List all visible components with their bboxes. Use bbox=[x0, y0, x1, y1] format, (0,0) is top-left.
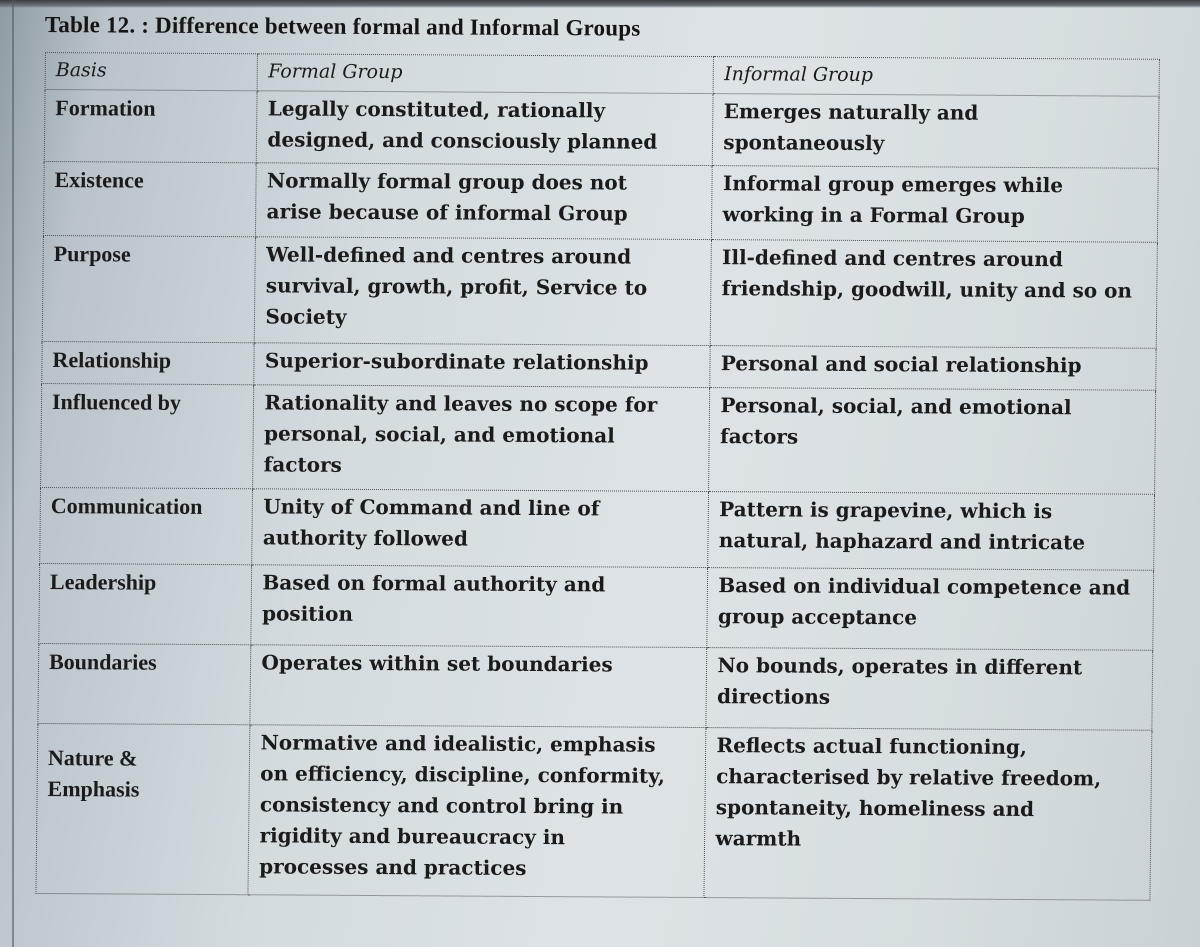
basis-cell: Existence bbox=[43, 161, 257, 237]
informal-text: Based on individual competence and group… bbox=[717, 573, 1131, 630]
basis-cell: Purpose bbox=[42, 235, 256, 343]
informal-text: Personal and social relationship bbox=[720, 351, 1082, 378]
informal-text: Personal, social, and emotional factors bbox=[719, 393, 1072, 449]
formal-cell: Legally constituted, rationally designed… bbox=[256, 90, 714, 166]
formal-text: Well-defined and centres around survival… bbox=[265, 242, 648, 329]
table-row: Purpose Well-defined and centres around … bbox=[42, 235, 1158, 349]
informal-cell: Informal group emerges while working in … bbox=[711, 165, 1159, 243]
basis-label: Purpose bbox=[53, 241, 131, 267]
informal-cell: Emerges naturally and spontaneously bbox=[712, 93, 1160, 169]
basis-label: Leadership bbox=[49, 569, 157, 595]
formal-cell: Normative and idealistic, emphasis on ef… bbox=[248, 724, 707, 898]
basis-label: Boundaries bbox=[48, 649, 157, 675]
informal-cell: Based on individual competence and group… bbox=[707, 567, 1154, 651]
formal-cell: Rationality and leaves no scope for pers… bbox=[252, 384, 711, 492]
table-row: Nature & Emphasis Normative and idealist… bbox=[35, 723, 1152, 901]
comparison-table: Basis Formal Group Informal Group Format… bbox=[35, 52, 1160, 901]
informal-text: Emerges naturally and spontaneously bbox=[723, 99, 979, 156]
table-row: Formation Legally constituted, rationall… bbox=[44, 89, 1160, 169]
basis-cell: Nature & Emphasis bbox=[35, 723, 251, 895]
informal-cell: Personal, social, and emotional factors bbox=[708, 387, 1156, 495]
formal-cell: Based on formal authority and position bbox=[251, 564, 709, 648]
basis-label: Relationship bbox=[52, 347, 172, 373]
informal-text: Reflects actual functioning, characteris… bbox=[715, 733, 1102, 851]
table-row: Communication Unity of Command and line … bbox=[39, 487, 1155, 571]
column-header-formal-group: Formal Group bbox=[257, 53, 714, 94]
table-row: Relationship Superior-subordinate relati… bbox=[41, 341, 1157, 391]
basis-cell: Boundaries bbox=[37, 643, 252, 725]
informal-text: No bounds, operates in different directi… bbox=[716, 653, 1083, 709]
column-header-basis: Basis bbox=[45, 52, 258, 91]
formal-text: Normative and idealistic, emphasis on ef… bbox=[259, 730, 666, 880]
formal-cell: Normally formal group does not arise bec… bbox=[255, 162, 713, 240]
column-header-informal-group: Informal Group bbox=[713, 56, 1160, 97]
basis-label: Nature & Emphasis bbox=[47, 745, 140, 802]
formal-cell: Well-defined and centres around survival… bbox=[254, 236, 712, 346]
informal-text: Ill-defined and centres around friendshi… bbox=[721, 245, 1133, 303]
formal-cell: Operates within set boundaries bbox=[250, 644, 708, 728]
formal-text: Unity of Command and line of authority f… bbox=[262, 494, 600, 551]
formal-cell: Superior-subordinate relationship bbox=[254, 342, 711, 388]
informal-text: Informal group emerges while working in … bbox=[722, 171, 1064, 228]
page-left-edge bbox=[12, 0, 14, 947]
informal-cell: Personal and social relationship bbox=[710, 345, 1157, 391]
basis-label: Communication bbox=[50, 493, 203, 519]
formal-cell: Unity of Command and line of authority f… bbox=[252, 488, 709, 568]
page-top-shadow bbox=[0, 0, 1200, 8]
table-row: Influenced by Rationality and leaves no … bbox=[40, 383, 1156, 495]
informal-cell: Ill-defined and centres around friendshi… bbox=[710, 239, 1158, 349]
basis-label: Influenced by bbox=[51, 389, 182, 415]
formal-text: Superior-subordinate relationship bbox=[264, 348, 649, 375]
informal-cell: Pattern is grapevine, which is natural, … bbox=[708, 491, 1155, 571]
basis-cell: Influenced by bbox=[40, 383, 255, 489]
informal-text: Pattern is grapevine, which is natural, … bbox=[718, 497, 1086, 555]
formal-text: Rationality and leaves no scope for pers… bbox=[263, 390, 658, 477]
basis-label: Formation bbox=[55, 95, 156, 121]
basis-cell: Communication bbox=[39, 487, 253, 565]
basis-cell: Leadership bbox=[38, 563, 253, 645]
basis-cell: Formation bbox=[44, 89, 258, 163]
informal-cell: No bounds, operates in different directi… bbox=[706, 647, 1153, 731]
formal-text: Based on formal authority and position bbox=[261, 570, 606, 626]
basis-cell: Relationship bbox=[41, 341, 255, 385]
informal-cell: Reflects actual functioning, characteris… bbox=[704, 727, 1152, 901]
table-row: Leadership Based on formal authority and… bbox=[38, 563, 1154, 651]
basis-label: Existence bbox=[54, 167, 144, 193]
formal-text: Operates within set boundaries bbox=[261, 650, 613, 677]
formal-text: Legally constituted, rationally designed… bbox=[267, 96, 658, 154]
table-row: Existence Normally formal group does not… bbox=[43, 161, 1159, 243]
table-title: Table 12. : Difference between formal an… bbox=[44, 12, 641, 41]
formal-text: Normally formal group does not arise bec… bbox=[266, 168, 628, 226]
table-row: Boundaries Operates within set boundarie… bbox=[37, 643, 1153, 731]
